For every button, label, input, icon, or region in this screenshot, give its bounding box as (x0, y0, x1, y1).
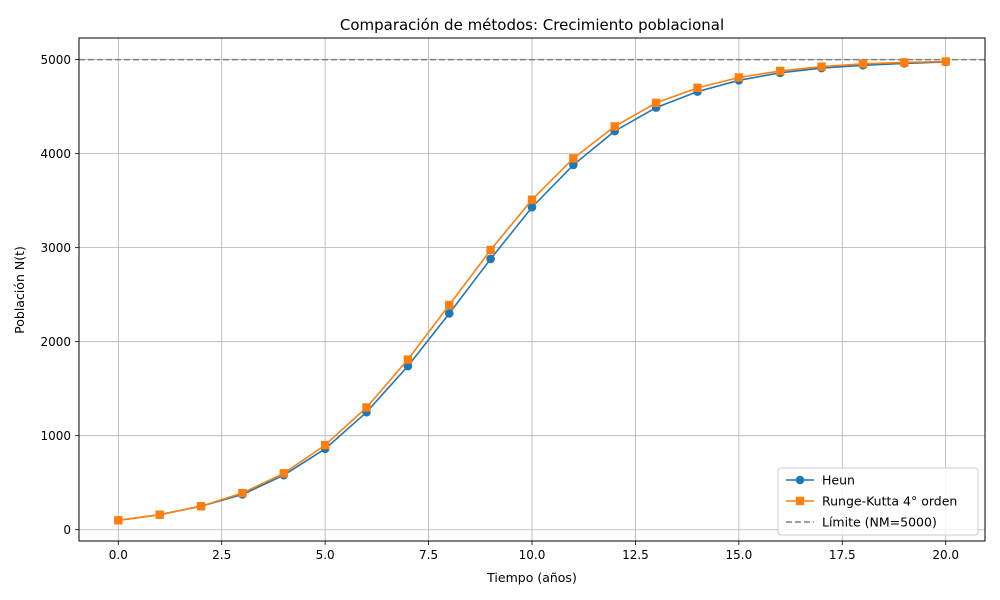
legend-swatch-marker (795, 475, 805, 485)
data-point (196, 502, 206, 511)
y-axis: 0 1000 2000 3000 4000 5000 (40, 53, 79, 537)
x-tick-label: 10.0 (519, 548, 546, 562)
legend-entry: Límite (NM=5000) (786, 515, 937, 530)
data-point (569, 160, 578, 170)
data-point (900, 58, 909, 67)
y-tick-label: 0 (63, 523, 71, 537)
data-point (817, 62, 826, 71)
legend-label: Heun (822, 473, 855, 488)
series-runge-kutta-4-orden (114, 57, 950, 525)
data-point (527, 202, 537, 212)
data-point (610, 122, 619, 131)
legend-entry: Heun (786, 473, 855, 488)
data-point (941, 57, 950, 66)
y-axis-label: Población N(t) (12, 246, 27, 334)
data-point (444, 309, 454, 318)
data-point (486, 254, 495, 264)
data-point (651, 98, 661, 108)
data-point (858, 59, 868, 69)
data-point (569, 154, 578, 163)
x-tick-label: 5.0 (316, 548, 335, 562)
data-point (445, 300, 454, 310)
data-point (776, 66, 785, 76)
x-axis: 0.0 2.5 5.0 7.5 10.0 12.5 15.0 17.5 20.0 (109, 541, 959, 562)
data-point (155, 510, 164, 519)
data-point (734, 73, 744, 82)
x-tick-label: 7.5 (419, 548, 438, 562)
data-point (403, 355, 413, 364)
legend: Heun Runge-Kutta 4° orden Límite (NM=5000) (777, 467, 979, 536)
x-tick-label: 17.5 (829, 548, 856, 562)
x-tick-label: 15.0 (725, 548, 752, 562)
y-tick-label: 1000 (40, 429, 71, 443)
legend-box (777, 467, 979, 536)
y-tick-label: 5000 (40, 53, 71, 67)
data-point (693, 83, 702, 93)
x-tick-label: 2.5 (212, 548, 231, 562)
data-point (320, 440, 330, 450)
legend-swatch-marker (795, 496, 805, 506)
data-point (114, 516, 123, 525)
series-layer (114, 57, 950, 525)
data-point (279, 469, 288, 478)
x-axis-label: Tiempo (años) (486, 570, 577, 585)
data-point (486, 245, 495, 255)
x-tick-label: 20.0 (932, 548, 959, 562)
y-tick-label: 3000 (40, 241, 71, 255)
legend-entry: Runge-Kutta 4° orden (786, 494, 957, 509)
data-point (403, 361, 413, 371)
y-tick-label: 4000 (40, 147, 71, 161)
legend-label: Límite (NM=5000) (822, 515, 937, 530)
y-tick-label: 2000 (40, 335, 71, 349)
legend-label: Runge-Kutta 4° orden (822, 494, 957, 509)
x-tick-label: 0.0 (109, 548, 128, 562)
data-point (238, 488, 247, 498)
data-point (362, 403, 371, 412)
x-tick-label: 12.5 (622, 548, 649, 562)
data-point (527, 195, 537, 204)
chart-title: Comparación de métodos: Crecimiento pobl… (340, 16, 724, 34)
